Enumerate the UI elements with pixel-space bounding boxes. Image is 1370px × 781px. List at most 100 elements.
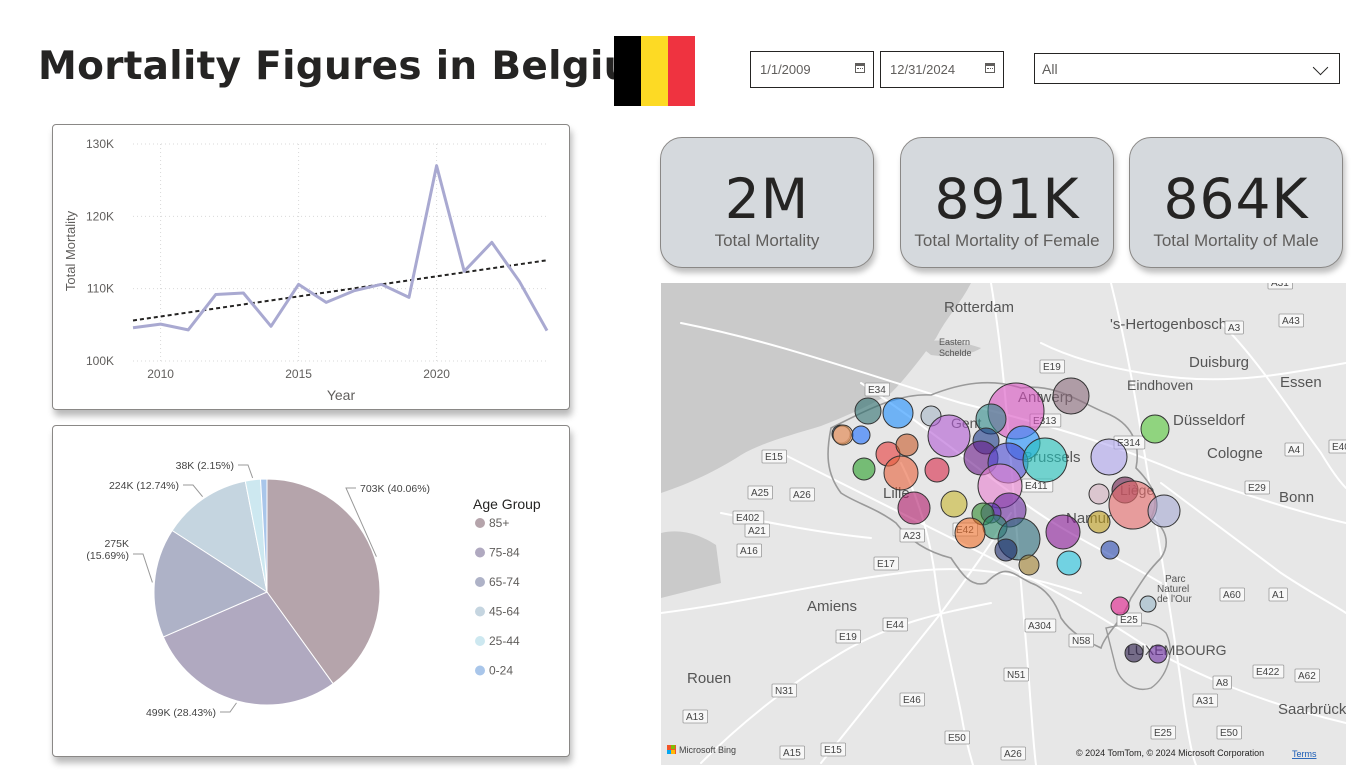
map-bubble[interactable] [1139, 595, 1157, 613]
road-shield [747, 485, 774, 500]
road-shield [1024, 618, 1057, 633]
page-title: Mortality Figures in Belgium [38, 44, 673, 89]
legend-item-label[interactable]: 25-44 [489, 634, 520, 648]
pie-slice-0-24[interactable] [260, 478, 268, 593]
bing-logo-icon [667, 745, 676, 754]
road-shield-label: A26 [1004, 749, 1022, 760]
pie-slice-45-64[interactable] [171, 480, 268, 594]
road-shield-label: E25 [1154, 728, 1172, 739]
kpi-female-label: Total Mortality of Female [914, 231, 1100, 250]
map-bubble[interactable] [882, 397, 914, 429]
legend-title: Age Group [473, 496, 541, 512]
map-canvas[interactable]: Rotterdam 's-Hertogenbosch Duisburg Eindhov… [661, 283, 1346, 765]
map-bubble[interactable] [897, 491, 931, 525]
road-shield [789, 487, 816, 502]
pie-data-label: 499K (28.43%) [146, 707, 216, 719]
end-date-input[interactable]: 12/31/2024 [880, 51, 1004, 88]
road-shield [899, 528, 926, 543]
map-bubble[interactable] [924, 457, 950, 483]
map-bubble[interactable] [1088, 483, 1110, 505]
legend-item-label[interactable]: 75-84 [489, 546, 520, 560]
road-shield-label: E314 [1117, 438, 1141, 449]
road-shield-label: A21 [748, 526, 766, 537]
map-bubble[interactable] [1100, 540, 1120, 560]
calendar-icon[interactable] [855, 63, 865, 73]
legend-item-label[interactable]: 45-64 [489, 605, 520, 619]
map-bubble[interactable] [854, 397, 882, 425]
flag-stripe-black [614, 36, 641, 106]
road-shield [944, 730, 971, 745]
map-bubble[interactable] [1052, 377, 1090, 415]
map-bubble[interactable] [927, 414, 971, 458]
map-place-label: de l'Our [1157, 594, 1192, 605]
map-place-label: Duisburg [1189, 354, 1249, 371]
calendar-icon[interactable] [985, 63, 995, 73]
map-bubble[interactable] [851, 425, 871, 445]
map-bubble[interactable] [1022, 437, 1068, 483]
legend-marker [475, 606, 485, 617]
map-place-label: Düsseldorf [1173, 412, 1246, 429]
map-bubble[interactable] [1124, 643, 1144, 663]
map-bubble[interactable] [1148, 644, 1168, 664]
map-bubble[interactable] [1056, 550, 1082, 576]
road-shield [864, 382, 891, 397]
map-bubble[interactable] [832, 424, 854, 446]
map-bubble[interactable] [895, 433, 919, 457]
map-bubble[interactable] [940, 490, 968, 518]
map-bubble[interactable] [1110, 596, 1130, 616]
map-bubble[interactable] [1045, 514, 1081, 550]
road-shield [1150, 725, 1177, 740]
road-shield-label: E422 [1256, 667, 1280, 678]
legend-item-label[interactable]: 65-74 [489, 575, 520, 589]
road-shield-label: E411 [1025, 481, 1048, 492]
english-channel [661, 531, 721, 598]
y-tick-label: 130K [86, 137, 114, 151]
map-bubble[interactable] [1018, 554, 1040, 576]
road-shield-label: A43 [1282, 316, 1300, 327]
series-line[interactable] [132, 164, 549, 332]
chevron-down-icon[interactable] [1312, 59, 1329, 76]
road-shield-label: E25 [1120, 615, 1138, 626]
map-bubble[interactable] [1147, 494, 1181, 528]
road-shield-label: A16 [740, 546, 758, 557]
start-date-input[interactable]: 1/1/2009 [750, 51, 874, 88]
legend-marker [475, 636, 485, 646]
mortality-bubble-map[interactable]: Rotterdam 's-Hertogenbosch Duisburg Eindhov… [661, 283, 1346, 765]
end-date-value: 12/31/2024 [890, 62, 956, 77]
road-shield-label: A23 [903, 531, 921, 542]
pie-data-label: (15.69%) [86, 550, 129, 562]
road-shield [1003, 667, 1030, 682]
legend-item-label[interactable]: 85+ [489, 516, 509, 530]
road-shield [899, 692, 926, 707]
map-bubble[interactable] [954, 517, 986, 549]
age-group-pie-chart-panel[interactable]: 703K (40.06%) 499K (28.43%) 275K (15.69%) 22… [52, 425, 570, 757]
road-shield-label: A60 [1223, 590, 1241, 601]
bing-logo-square-green [671, 745, 675, 749]
map-bubble[interactable] [852, 457, 876, 481]
mortality-line-chart: 100K 110K 120K 130K 2010 2015 2020 Year Total… [63, 137, 549, 403]
road-shield [1224, 320, 1244, 335]
road-shield [1192, 693, 1219, 708]
map-place-label: Naturel [1157, 584, 1189, 595]
map-bubble[interactable] [883, 455, 919, 491]
slicer-dropdown[interactable]: All [1034, 53, 1340, 84]
road [700, 602, 992, 764]
mortality-line-chart-panel[interactable]: 100K 110K 120K 130K 2010 2015 2020 Year Total… [52, 124, 570, 410]
terms-link[interactable]: Terms [1292, 749, 1317, 759]
map-bubble[interactable] [1090, 438, 1128, 476]
legend-marker [475, 547, 485, 558]
road-shield-label: A62 [1298, 671, 1316, 682]
road-shield [1267, 283, 1293, 290]
pie-slice-65-74[interactable] [153, 529, 269, 638]
road-shield [1116, 612, 1143, 627]
pie-slice-75-84[interactable] [162, 591, 334, 706]
map-bubble[interactable] [1140, 414, 1170, 444]
road-shield-label: A3 [1228, 323, 1241, 334]
road-shield [682, 709, 709, 724]
legend-item-label[interactable]: 0-24 [489, 664, 513, 678]
map-bubble[interactable] [1087, 510, 1111, 534]
road-shield [1252, 664, 1285, 679]
road-shield [761, 449, 788, 464]
pie-slice-85plus[interactable] [266, 478, 381, 685]
map-bubble[interactable] [994, 538, 1018, 562]
